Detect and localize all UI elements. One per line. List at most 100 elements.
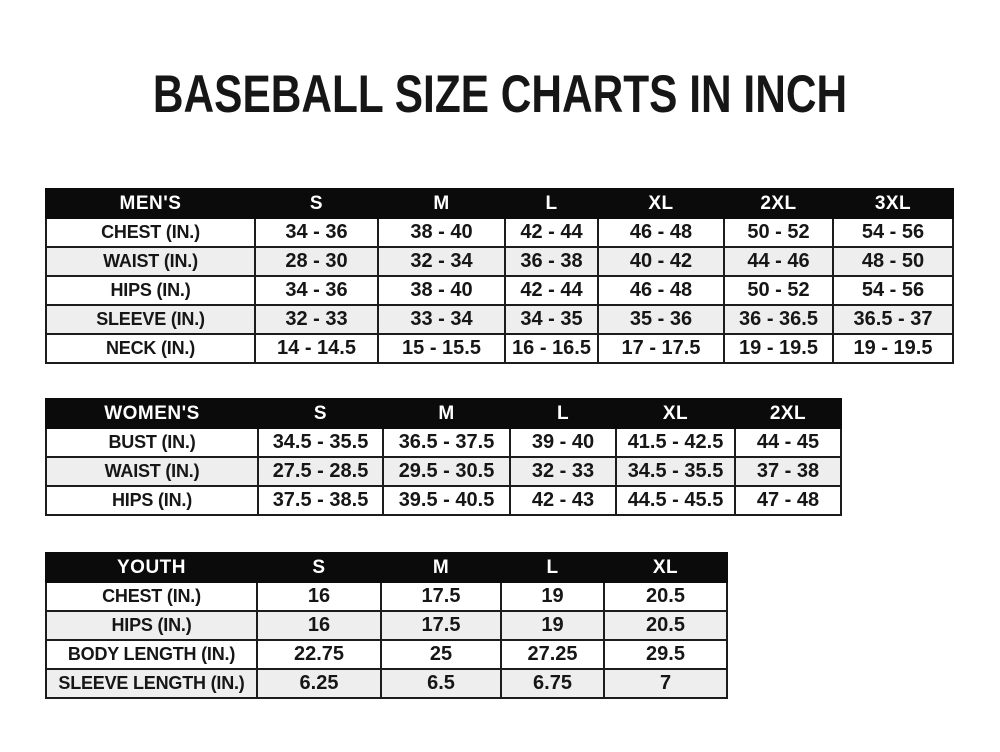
size-value-cell: 15 - 15.5 [377, 333, 506, 364]
size-value-cell: 34 - 36 [254, 275, 379, 306]
size-value-cell: 42 - 43 [509, 485, 617, 516]
size-value-cell: 47 - 48 [734, 485, 842, 516]
size-value-cell: 46 - 48 [597, 217, 725, 248]
size-value-cell: 44.5 - 45.5 [615, 485, 736, 516]
size-value-cell: 16 [256, 581, 382, 612]
size-value-cell: 29.5 [603, 639, 728, 670]
youth-size-table: YOUTH S M L XL CHEST (IN.) 16 17.5 19 20.5 HIPS (I… [45, 552, 728, 699]
size-value-cell: 50 - 52 [723, 275, 834, 306]
size-column-header: L [500, 552, 605, 583]
table-row: SLEEVE (IN.) 32 - 33 33 - 34 34 - 35 35 - 36… [45, 304, 954, 335]
size-value-cell: 32 - 34 [377, 246, 506, 277]
size-column-header: M [380, 552, 502, 583]
size-value-cell: 54 - 56 [832, 217, 954, 248]
size-value-cell: 6.75 [500, 668, 605, 699]
womens-size-table: WOMEN'S S M L XL 2XL BUST (IN.) 34.5 - 35.5 36.5… [45, 398, 842, 516]
measurement-row-label: CHEST (IN.) [45, 217, 256, 248]
measurement-row-label: BODY LENGTH (IN.) [45, 639, 258, 670]
size-column-header: S [257, 398, 384, 429]
measurement-row-label: HIPS (IN.) [45, 485, 259, 516]
size-value-cell: 36 - 36.5 [723, 304, 834, 335]
size-column-header: XL [603, 552, 728, 583]
youth-table-title: YOUTH [45, 552, 258, 583]
size-column-header: M [382, 398, 511, 429]
size-value-cell: 54 - 56 [832, 275, 954, 306]
table-row: HIPS (IN.) 16 17.5 19 20.5 [45, 610, 728, 641]
measurement-row-label: BUST (IN.) [45, 427, 259, 458]
size-value-cell: 48 - 50 [832, 246, 954, 277]
size-column-header: M [377, 188, 506, 219]
size-value-cell: 6.25 [256, 668, 382, 699]
size-value-cell: 40 - 42 [597, 246, 725, 277]
size-value-cell: 34 - 36 [254, 217, 379, 248]
womens-header-row: WOMEN'S S M L XL 2XL [45, 398, 842, 429]
size-value-cell: 38 - 40 [377, 275, 506, 306]
size-value-cell: 14 - 14.5 [254, 333, 379, 364]
size-value-cell: 29.5 - 30.5 [382, 456, 511, 487]
size-value-cell: 33 - 34 [377, 304, 506, 335]
womens-table-title: WOMEN'S [45, 398, 259, 429]
youth-header-row: YOUTH S M L XL [45, 552, 728, 583]
table-row: WAIST (IN.) 27.5 - 28.5 29.5 - 30.5 32 - 33… [45, 456, 842, 487]
measurement-row-label: HIPS (IN.) [45, 610, 258, 641]
size-value-cell: 20.5 [603, 610, 728, 641]
size-value-cell: 42 - 44 [504, 275, 599, 306]
table-row: WAIST (IN.) 28 - 30 32 - 34 36 - 38 40 - 42 4… [45, 246, 954, 277]
size-value-cell: 25 [380, 639, 502, 670]
size-value-cell: 36 - 38 [504, 246, 599, 277]
measurement-row-label: WAIST (IN.) [45, 456, 259, 487]
size-value-cell: 34.5 - 35.5 [615, 456, 736, 487]
size-value-cell: 39.5 - 40.5 [382, 485, 511, 516]
measurement-row-label: HIPS (IN.) [45, 275, 256, 306]
mens-size-table: MEN'S S M L XL 2XL 3XL CHEST (IN.) 34 - 36 38 - 4… [45, 188, 954, 364]
size-value-cell: 37.5 - 38.5 [257, 485, 384, 516]
size-value-cell: 37 - 38 [734, 456, 842, 487]
size-value-cell: 44 - 46 [723, 246, 834, 277]
measurement-row-label: WAIST (IN.) [45, 246, 256, 277]
size-value-cell: 27.25 [500, 639, 605, 670]
measurement-row-label: SLEEVE LENGTH (IN.) [45, 668, 258, 699]
measurement-row-label: SLEEVE (IN.) [45, 304, 256, 335]
table-row: BUST (IN.) 34.5 - 35.5 36.5 - 37.5 39 - 40 4… [45, 427, 842, 458]
size-value-cell: 34 - 35 [504, 304, 599, 335]
size-value-cell: 32 - 33 [254, 304, 379, 335]
size-column-header: XL [615, 398, 736, 429]
size-value-cell: 17.5 [380, 610, 502, 641]
size-column-header: L [509, 398, 617, 429]
table-row: SLEEVE LENGTH (IN.) 6.25 6.5 6.75 7 [45, 668, 728, 699]
size-value-cell: 19 [500, 610, 605, 641]
size-value-cell: 39 - 40 [509, 427, 617, 458]
measurement-row-label: CHEST (IN.) [45, 581, 258, 612]
size-value-cell: 42 - 44 [504, 217, 599, 248]
size-value-cell: 16 - 16.5 [504, 333, 599, 364]
table-row: CHEST (IN.) 34 - 36 38 - 40 42 - 44 46 - 48 5… [45, 217, 954, 248]
size-column-header: L [504, 188, 599, 219]
size-value-cell: 19 - 19.5 [723, 333, 834, 364]
measurement-row-label: NECK (IN.) [45, 333, 256, 364]
mens-header-row: MEN'S S M L XL 2XL 3XL [45, 188, 954, 219]
size-column-header: 2XL [723, 188, 834, 219]
size-column-header: 3XL [832, 188, 954, 219]
table-row: CHEST (IN.) 16 17.5 19 20.5 [45, 581, 728, 612]
size-column-header: S [256, 552, 382, 583]
size-column-header: 2XL [734, 398, 842, 429]
size-value-cell: 46 - 48 [597, 275, 725, 306]
size-value-cell: 19 [500, 581, 605, 612]
size-value-cell: 17 - 17.5 [597, 333, 725, 364]
table-row: HIPS (IN.) 34 - 36 38 - 40 42 - 44 46 - 48 50… [45, 275, 954, 306]
table-row: HIPS (IN.) 37.5 - 38.5 39.5 - 40.5 42 - 43 4… [45, 485, 842, 516]
youth-table-grid: YOUTH S M L XL CHEST (IN.) 16 17.5 19 20.5 HIPS (I… [45, 552, 728, 699]
size-value-cell: 35 - 36 [597, 304, 725, 335]
size-value-cell: 36.5 - 37 [832, 304, 954, 335]
size-value-cell: 32 - 33 [509, 456, 617, 487]
size-value-cell: 50 - 52 [723, 217, 834, 248]
size-value-cell: 27.5 - 28.5 [257, 456, 384, 487]
size-value-cell: 19 - 19.5 [832, 333, 954, 364]
size-value-cell: 41.5 - 42.5 [615, 427, 736, 458]
size-value-cell: 7 [603, 668, 728, 699]
size-value-cell: 16 [256, 610, 382, 641]
womens-table-grid: WOMEN'S S M L XL 2XL BUST (IN.) 34.5 - 35.5 36.5… [45, 398, 842, 516]
size-column-header: XL [597, 188, 725, 219]
size-value-cell: 6.5 [380, 668, 502, 699]
